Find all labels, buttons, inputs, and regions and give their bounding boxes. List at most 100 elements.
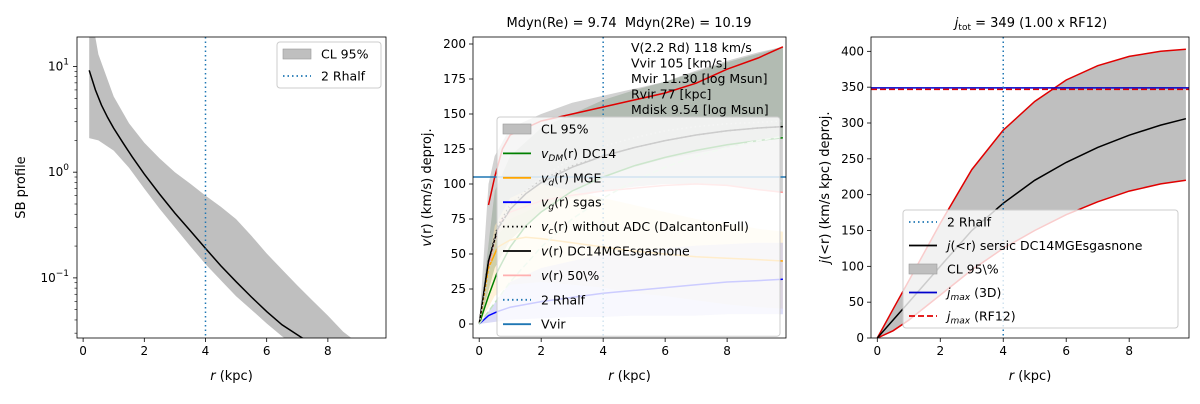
x-axis-label: r (kpc): [210, 369, 253, 384]
x-tick-label: 6: [263, 344, 271, 358]
axes-frame: [76, 36, 387, 339]
x-tick-label: 0: [475, 344, 483, 358]
y-axis-label: v(r) (km/s) deproj.: [420, 128, 435, 246]
annotation-line: Mvir 11.30 [log Msun]: [631, 71, 767, 86]
legend-label-var: v: [541, 195, 549, 210]
x-axis-label-unit: (kpc): [216, 369, 253, 384]
legend-label: CL 95%: [541, 122, 589, 137]
legend-swatch: [282, 48, 312, 60]
x-tick-label: 2: [140, 344, 148, 358]
x-axis-label-unit: (kpc): [1014, 369, 1051, 384]
x-tick-label: 6: [1062, 344, 1070, 358]
legend-label-sub: max: [950, 317, 970, 327]
y-axis-label-rest: (r) (km/s) deproj.: [420, 128, 435, 239]
x-tick-label: 6: [661, 344, 669, 358]
series-line-0: [88, 70, 304, 338]
angular-momentum-panel: jtot = 349 (1.00 x RF12) 0 2 4 6 80501001502…: [818, 16, 1190, 384]
legend-label: CL 95\%: [947, 262, 999, 277]
y-tick-label: 50: [451, 247, 466, 261]
legend-label: jmax (3D): [945, 285, 1001, 303]
legend-label-rest: (r) sgas: [554, 195, 602, 210]
legend-box: [496, 116, 781, 337]
x-tick-label: 4: [599, 344, 607, 358]
legend-label: v(r) DC14MGEsgasnone: [541, 244, 690, 259]
legend-label: v(r) 50\%: [541, 268, 599, 283]
legend-label-sub: max: [950, 293, 970, 303]
y-axis-label-var: j: [818, 260, 833, 266]
y-axis-label: j(<r) (km/s kpc) deproj.: [818, 111, 833, 265]
x-tick-label: 0: [873, 344, 881, 358]
y-tick-label: 200: [443, 37, 466, 51]
legend-label: 2 Rhalf: [321, 69, 366, 84]
x-tick-label: 4: [202, 344, 210, 358]
legend-label-sub: d: [548, 178, 554, 188]
velocity-panel: Mdyn(Re) = 9.74 Mdyn(2Re) = 10.19 0 2 4 6 8 0…: [420, 16, 787, 384]
annotation-line: Mdisk 9.54 [log Msun]: [631, 102, 769, 117]
legend-label: 2 Rhalf: [947, 215, 992, 230]
y-tick-label: 50: [849, 295, 864, 309]
x-axis-label-var: r: [210, 369, 217, 384]
legend-label: CL 95%: [321, 47, 369, 62]
legend-label: 2 Rhalf: [541, 292, 586, 307]
legend-label: Vvir: [541, 317, 566, 332]
legend-label-rest: (r) DC14: [563, 146, 616, 161]
y-tick-base: 10: [48, 59, 63, 73]
axes-frame: [472, 36, 787, 339]
legend-label-rest: (r) without ADC (DalcantonFull): [553, 219, 749, 234]
y-tick-label: 400: [841, 44, 864, 58]
y-tick-label: 10−1: [40, 269, 69, 285]
y-tick-label: 100: [841, 259, 864, 273]
y-tick-exponent: −1: [56, 269, 69, 279]
annotation-line: Vvir 105 [km/s]: [631, 56, 727, 71]
legend-label-rest: (<r) sersic DC14MGEsgasnone: [950, 238, 1142, 253]
x-tick-label: 2: [936, 344, 944, 358]
legend-label-rest: (r) DC14MGEsgasnone: [548, 244, 690, 259]
y-tick-label: 150: [443, 107, 466, 121]
legend-label-var: v: [541, 244, 549, 259]
y-axis-label-var: v: [420, 239, 435, 247]
y-tick-label: 350: [841, 80, 864, 94]
x-tick-label: 0: [79, 344, 87, 358]
panel2-title: Mdyn(Re) = 9.74 Mdyn(2Re) = 10.19: [507, 16, 752, 31]
legend-label-var: j: [945, 309, 951, 324]
panel3-title-rest: = 349 (1.00 x RF12): [971, 16, 1107, 31]
y-axis-label: SB profile: [14, 156, 29, 218]
x-tick-label: 4: [999, 344, 1007, 358]
legend-label-sub: DM: [548, 154, 563, 164]
y-tick-exponent: 1: [63, 57, 69, 67]
legend-label-var: v: [541, 146, 549, 161]
legend-label-rest: (r) MGE: [554, 170, 601, 185]
y-tick-label: 0: [856, 331, 864, 345]
x-axis-label-var: r: [1009, 369, 1016, 384]
axes-frame: [870, 36, 1190, 339]
y-tick-label: 0: [458, 317, 466, 331]
legend-label-var: j: [945, 238, 951, 253]
legend-swatch: [908, 263, 938, 275]
x-tick-label: 8: [723, 344, 731, 358]
legend-label: vg(r) sgas: [541, 195, 602, 213]
y-tick-label: 200: [841, 188, 864, 202]
y-tick-label: 75: [451, 212, 466, 226]
x-axis-label: r (kpc): [608, 369, 651, 384]
legend-label-var: v: [541, 268, 549, 283]
legend-box: [902, 209, 1179, 329]
y-tick-base: 10: [48, 165, 63, 179]
legend-label-var: v: [541, 170, 549, 185]
band-0: [89, 37, 352, 338]
legend-swatch: [502, 123, 532, 135]
x-axis-label: r (kpc): [1009, 369, 1052, 384]
y-tick-label: 100: [48, 163, 69, 179]
panel3-title-sub: tot: [958, 23, 971, 33]
legend-label-rest: (RF12): [970, 309, 1016, 324]
y-tick-label: 300: [841, 116, 864, 130]
y-tick-label: 101: [48, 57, 69, 73]
legend-label: j(<r) sersic DC14MGEsgasnone: [945, 238, 1143, 253]
x-tick-label: 8: [324, 344, 332, 358]
legend-label-sub: g: [548, 203, 554, 213]
x-tick-label: 8: [1125, 344, 1133, 358]
legend-label: vd(r) MGE: [541, 170, 601, 188]
panel3-title-j: j: [953, 16, 959, 31]
y-tick-label: 175: [443, 72, 466, 86]
legend-label-var: v: [541, 219, 549, 234]
